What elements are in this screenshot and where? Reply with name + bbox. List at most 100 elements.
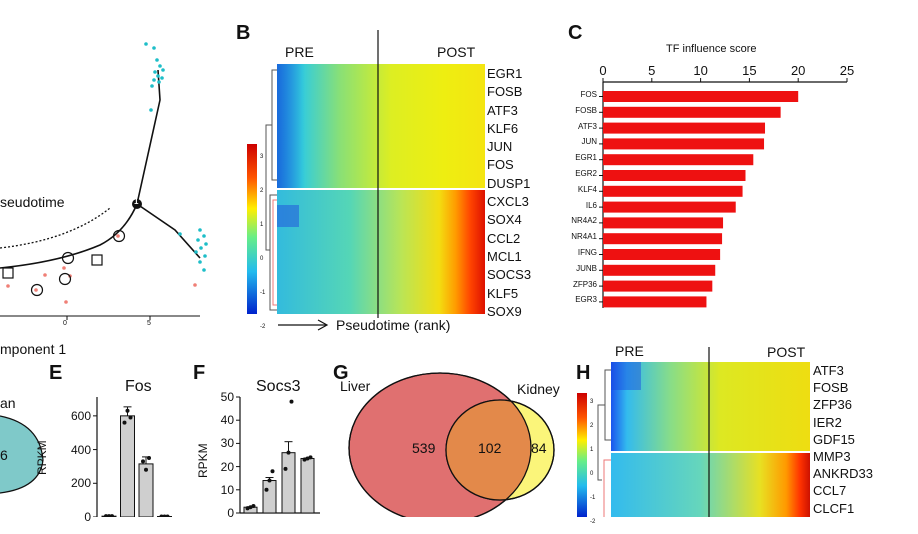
- panel-f-dot: [286, 450, 291, 455]
- panel-c-bar-zfp36: [603, 280, 713, 292]
- panel-h-colorbar-ticks: 3 2 1 0 -1 -2: [590, 390, 604, 534]
- panel-e-dot: [165, 514, 170, 517]
- panel-b-gene-cxcl3: CXCL3: [487, 194, 529, 210]
- panel-b-xaxis-label: Pseudotime (rank): [336, 317, 451, 333]
- panel-c-bar-egr3: [603, 296, 707, 308]
- panel-e-dot: [110, 514, 114, 517]
- panel-h-gene-ccl7: CCL7: [813, 483, 847, 499]
- panel-e-ylabel: RPKM: [35, 440, 49, 475]
- panel-h-letter: H: [576, 362, 591, 384]
- panel-c-bar-fosb: [603, 106, 781, 118]
- panel-a-pseudotime-label: seudotime: [0, 194, 65, 210]
- panel-c-xtick-label: 5: [648, 63, 656, 78]
- panel-c-chart: [599, 78, 848, 308]
- panel-h-colorbar-tick-0: 0: [590, 471, 594, 477]
- panel-c-category-zfp36: ZFP36: [572, 279, 597, 289]
- figure-canvas: [0, 30, 848, 517]
- panel-e-bar-1: [120, 415, 135, 517]
- panel-b-gene-klf6: KLF6: [487, 120, 519, 136]
- panel-a-component-label: mponent 1: [0, 341, 67, 357]
- panel-c-xtick-label: 0: [599, 63, 607, 78]
- panel-h-gene-fosb: FOSB: [813, 380, 849, 396]
- panel-c-bar-egr1: [603, 154, 754, 166]
- panel-b-gene-egr1: EGR1: [487, 66, 523, 81]
- panel-a-partial-text: an: [0, 395, 16, 411]
- panel-f-dot: [302, 457, 307, 462]
- panel-e-dot: [141, 459, 145, 464]
- panel-c-category-ifng: IFNG: [577, 248, 597, 257]
- panel-b-gene-socs3: SOCS3: [487, 267, 532, 283]
- panel-c-title: TF influence score: [666, 43, 757, 55]
- panel-e-dot: [147, 456, 151, 460]
- panel-f-chart: [236, 396, 320, 514]
- panel-c-xtick-label: 25: [839, 63, 855, 78]
- panel-f-dot: [308, 455, 313, 460]
- panel-b-colorbar-tick-1: 1: [260, 222, 264, 228]
- panel-f-dot: [289, 399, 294, 404]
- panel-h-gene-gdf15: GDF15: [813, 431, 855, 447]
- panel-h-post-label: POST: [767, 344, 806, 360]
- panel-e-dot: [104, 514, 108, 517]
- panel-e-title: Fos: [125, 378, 152, 395]
- panel-b-colorbar-tick-2: 2: [260, 188, 264, 194]
- panel-e-letter: E: [49, 362, 63, 384]
- panel-b-colorbar-tick-0: 0: [260, 256, 264, 262]
- panel-c-category-jun: JUN: [581, 137, 597, 147]
- panel-c-bar-klf4: [603, 185, 743, 197]
- panel-f-ytick-label: 50: [220, 390, 234, 404]
- panel-b-gene-atf3: ATF3: [487, 102, 518, 118]
- panel-e-dot: [125, 408, 130, 413]
- panel-c-category-junb: JUNB: [576, 263, 597, 273]
- panel-h-colorbar-tick-2: 2: [590, 423, 594, 429]
- panel-h-colorbar-tick--1: -1: [590, 495, 596, 501]
- panel-b-letter: B: [236, 22, 251, 44]
- panel-b-gene-fosb: FOSB: [487, 84, 523, 100]
- panel-e-ytick-label: 400: [70, 442, 91, 457]
- panel-a-xtick-5: 5: [147, 320, 151, 327]
- panel-c-category-il6: IL6: [585, 200, 597, 210]
- panel-c-bar-il6: [603, 201, 736, 213]
- panel-c-bar-atf3: [603, 122, 766, 134]
- panel-b-gene-fos: FOS: [487, 157, 514, 173]
- panel-b-colorbar-tick--2: -2: [260, 324, 266, 330]
- panel-f-ytick-label: 30: [220, 436, 234, 451]
- panel-e-ytick-label: 600: [70, 408, 91, 423]
- panel-f-dot: [305, 456, 310, 461]
- panel-b-gene-list: EGR1 FOSB ATF3 KLF6 JUN FOS DUSP1 CXCL3 SOX4 CCL2…: [487, 65, 531, 321]
- panel-c-category-fos: FOS: [580, 90, 597, 99]
- panel-f-title: Socs3: [256, 378, 301, 395]
- panel-e-dot: [107, 514, 111, 517]
- panel-h-colorbar-tick-1: 1: [590, 447, 594, 453]
- panel-c-xtick-label: 10: [693, 63, 708, 78]
- panel-c-bar-nr4a2: [603, 217, 724, 229]
- panel-b-gene-sox9: SOX9: [487, 303, 522, 319]
- panel-e-dot: [128, 415, 133, 420]
- panel-e-chart: [93, 397, 172, 517]
- panel-h-gene-ankrd33: ANKRD33: [813, 466, 873, 482]
- panel-f-ytick-label: 40: [220, 413, 234, 428]
- panel-h-colorbar: [577, 393, 587, 517]
- panel-f-bar-1: [262, 480, 277, 514]
- panel-e-dot: [144, 467, 148, 472]
- panel-a-trajectory: [0, 42, 208, 494]
- panel-b-gene-mcl1: MCL1: [487, 248, 522, 264]
- panel-b-gene-sox4: SOX4: [487, 212, 522, 228]
- venn-kidney-label: Kidney: [517, 381, 560, 397]
- panel-a-xtick-0: 0: [63, 320, 67, 327]
- panel-f-dot: [248, 505, 253, 510]
- panel-b-colorbar: [247, 144, 257, 314]
- panel-e-ytick-label: 0: [84, 510, 91, 524]
- panel-c-bar-ifng: [603, 249, 721, 260]
- panel-f-dot: [267, 478, 272, 483]
- panel-h-colorbar-tick-3: 3: [590, 399, 594, 405]
- panel-b-colorbar-tick-3: 3: [260, 154, 264, 160]
- panel-a-branch-node-label: 1: [134, 197, 139, 206]
- panel-f-ytick-label: 20: [220, 459, 234, 474]
- panel-b-colorbar-ticks: 3 2 1 0 -1 -2: [260, 140, 274, 344]
- panel-f-bar-3: [300, 457, 315, 514]
- panel-b-pre-label: PRE: [285, 44, 314, 60]
- panel-c-bar-nr4a1: [603, 233, 723, 245]
- panel-e-dot: [122, 420, 127, 425]
- panel-b-colorbar-tick--1: -1: [260, 290, 266, 296]
- panel-b-gene-klf5: KLF5: [487, 285, 519, 301]
